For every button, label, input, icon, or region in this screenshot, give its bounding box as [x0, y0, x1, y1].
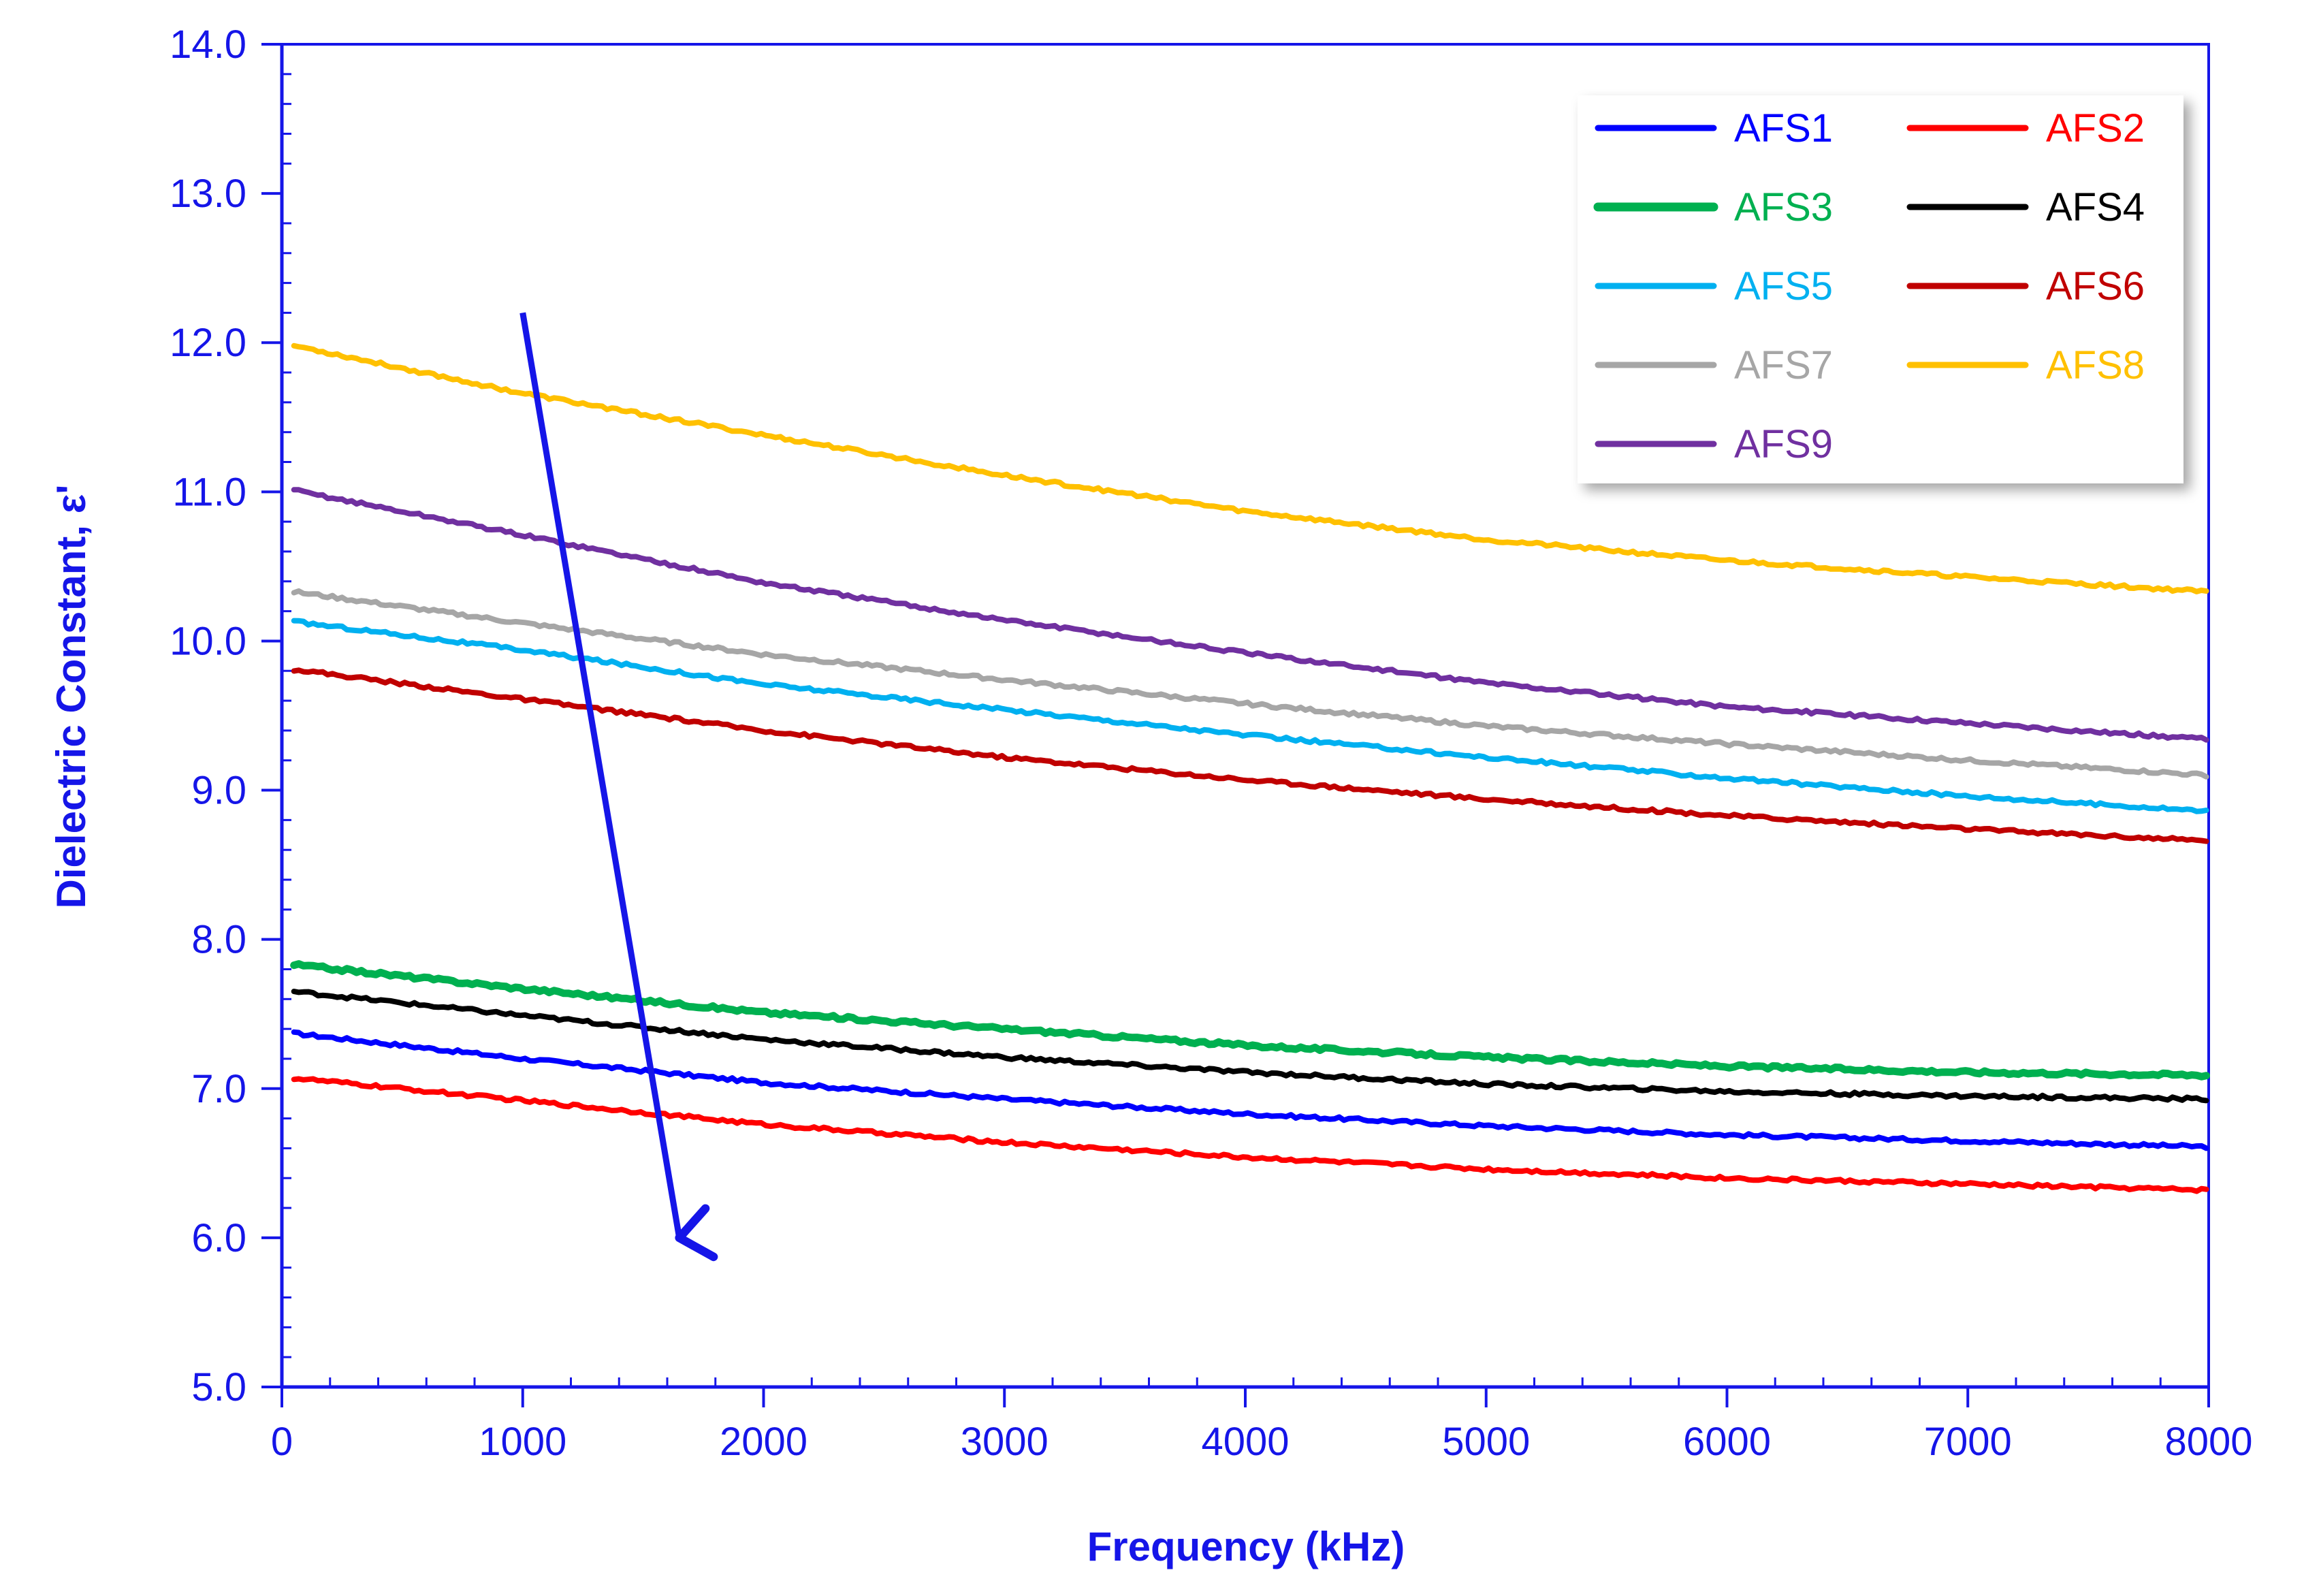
arrow-line: [519, 312, 718, 1262]
series-line-afs2: [291, 1076, 2209, 1194]
y-tick-label: 12.0: [170, 321, 246, 365]
legend-label-afs4: AFS4: [2046, 185, 2145, 229]
series-line-afs9: [291, 487, 2209, 743]
y-tick-label: 13.0: [170, 172, 246, 216]
series-line-afs1: [291, 1029, 2209, 1151]
x-axis-title: Frequency (kHz): [1087, 1524, 1405, 1569]
trend-arrow: [519, 312, 718, 1262]
x-tick-label: 8000: [2164, 1420, 2252, 1464]
axes: 5.0 6.0 7.0 8.0 9.0 10.0 11.0 12.0 13.0 14.0 0 1000…: [170, 22, 2252, 1464]
series-line-afs5: [291, 618, 2209, 814]
legend-box: [1578, 95, 2183, 483]
x-tick-label: 0: [271, 1420, 293, 1464]
y-tick-label: 8.0: [191, 918, 246, 962]
x-tick-label: 1000: [479, 1420, 566, 1464]
legend: AFS1 AFS2 AFS3 AFS4 AFS5 AFS6 AFS7 AFS8 AFS9: [1578, 95, 2183, 483]
x-tick-label: 7000: [1924, 1420, 2012, 1464]
y-tick-label: 9.0: [191, 769, 246, 813]
y-tick-label: 14.0: [170, 22, 246, 67]
y-tick-label: 6.0: [191, 1216, 246, 1260]
x-tick-label: 6000: [1683, 1420, 1771, 1464]
legend-label-afs3: AFS3: [1734, 185, 1833, 229]
series-line-afs6: [291, 667, 2209, 844]
x-tick-label: 5000: [1442, 1420, 1530, 1464]
legend-label-afs8: AFS8: [2046, 343, 2145, 387]
x-tick-label: 3000: [961, 1420, 1049, 1464]
legend-label-afs5: AFS5: [1734, 264, 1833, 308]
y-tick-label: 10.0: [170, 619, 246, 663]
legend-label-afs9: AFS9: [1734, 422, 1833, 466]
series-line-afs4: [291, 989, 2209, 1104]
legend-label-afs6: AFS6: [2046, 264, 2145, 308]
y-tick-label: 5.0: [191, 1365, 246, 1409]
series-layer: [290, 342, 2210, 1194]
legend-label-afs2: AFS2: [2046, 106, 2145, 150]
legend-label-afs7: AFS7: [1734, 343, 1833, 387]
y-tick-label: 7.0: [191, 1067, 246, 1111]
x-tick-label: 4000: [1201, 1420, 1289, 1464]
y-axis-title: Dielectric Constant, ε': [48, 485, 94, 909]
series-line-afs3: [290, 960, 2210, 1081]
x-tick-label: 2000: [720, 1420, 807, 1464]
series-line-afs7: [291, 588, 2209, 780]
y-tick-label: 11.0: [172, 470, 246, 514]
legend-label-afs1: AFS1: [1734, 106, 1833, 150]
series-line-afs8: [291, 342, 2209, 594]
